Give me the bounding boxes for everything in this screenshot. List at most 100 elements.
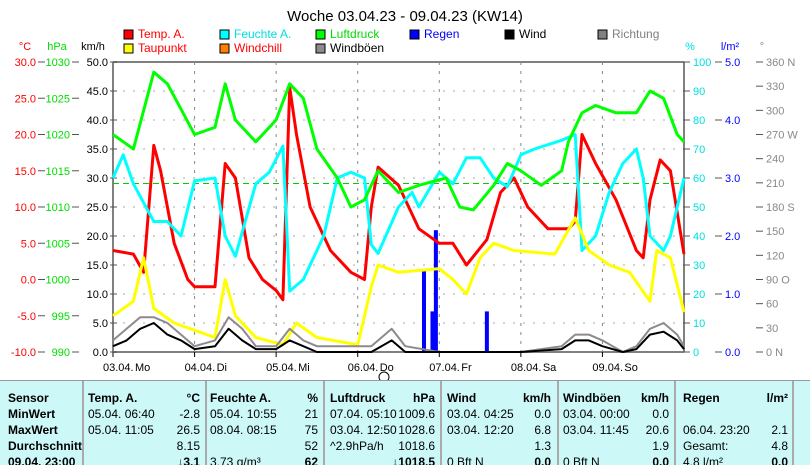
day-date-label: 09.04. xyxy=(592,362,623,374)
table-cell: 06.04. 23:20 xyxy=(683,423,750,437)
axis-tick-direction: 210 xyxy=(766,178,784,190)
table-cell: 1028.6 xyxy=(398,423,435,437)
legend-label: Regen xyxy=(424,27,459,41)
axis-tick-temp: 30.0 xyxy=(15,57,36,69)
axis-tick-rain: 2.0 xyxy=(725,231,740,243)
statistics-table: Sensor Temp. A. °C Feuchte A.% Luftdruck hPa W… xyxy=(0,380,810,465)
table-cell: MinWert xyxy=(8,407,56,421)
table-cell: Gesamt: xyxy=(683,439,729,453)
legend-swatch xyxy=(409,29,420,40)
column-separator xyxy=(557,381,559,465)
table-cell: 20.6 xyxy=(645,423,669,437)
day-name-label: Do xyxy=(380,362,394,374)
axis-tick-pressure: 990 xyxy=(52,347,70,359)
table-cell: ↓1018.5 xyxy=(392,455,435,465)
legend-label: Temp. A. xyxy=(138,27,185,41)
table-cell: 03.04. 00:00 xyxy=(563,407,630,421)
table-cell: 2.1 xyxy=(771,423,788,437)
day-date-label: 04.04. xyxy=(185,362,216,374)
axis-tick-direction: 240 xyxy=(766,154,784,166)
legend-swatch xyxy=(219,43,230,54)
axis-tick-temp: 25.0 xyxy=(15,93,36,105)
axis-tick-rain: 3.0 xyxy=(725,173,740,185)
series-line-luftdruck xyxy=(112,70,686,212)
axis-tick-humidity: 40 xyxy=(693,231,705,243)
column-separator xyxy=(82,381,84,465)
day-name-label: Di xyxy=(217,362,227,374)
axis-tick-direction: 90 O xyxy=(766,275,790,287)
day-name-label: Fr xyxy=(461,362,472,374)
legend-swatch xyxy=(123,29,134,40)
legend-label: Wind xyxy=(519,27,546,41)
table-cell: °C xyxy=(186,391,200,405)
legend-swatch xyxy=(597,29,608,40)
axis-tick-wind: 30.0 xyxy=(87,173,108,185)
axis-tick-direction: 180 S xyxy=(766,202,795,214)
table-cell: km/h xyxy=(640,391,669,405)
axis-unit-direction: ° xyxy=(760,41,764,53)
axis-tick-temp: -5.0 xyxy=(17,311,36,323)
table-cell: 8.15 xyxy=(176,439,200,453)
table-cell: hPa xyxy=(412,391,435,405)
table-cell: 0 Bft N xyxy=(563,455,600,465)
table-cell: 05.04. 11:05 xyxy=(88,423,154,437)
axis-tick-temp: -10.0 xyxy=(11,347,36,359)
axis-tick-temp: 0.0 xyxy=(21,275,36,287)
axis-tick-rain: 1.0 xyxy=(725,289,740,301)
table-cell: 21 xyxy=(304,407,318,421)
table-cell: 0.0 xyxy=(771,455,788,465)
table-cell: km/h xyxy=(522,391,551,405)
axis-tick-wind: 20.0 xyxy=(87,231,108,243)
table-cell: Temp. A. xyxy=(88,391,138,405)
column-separator xyxy=(674,381,676,465)
rain-bar xyxy=(433,230,438,352)
axis-tick-humidity: 30 xyxy=(693,260,705,272)
axis-tick-temp: 20.0 xyxy=(15,130,36,142)
axis-tick-pressure: 1015 xyxy=(46,166,70,178)
axis-tick-humidity: 60 xyxy=(693,173,705,185)
column-separator xyxy=(792,381,794,465)
axis-tick-direction: 150 xyxy=(766,226,784,238)
table-cell: 62 xyxy=(304,455,318,465)
axis-tick-wind: 45.0 xyxy=(87,86,108,98)
table-cell: Windböen xyxy=(563,391,621,405)
axis-tick-pressure: 1005 xyxy=(46,238,70,250)
legend-label: Richtung xyxy=(612,27,659,41)
table-cell: 1.9 xyxy=(652,439,669,453)
axis-tick-wind: 25.0 xyxy=(87,202,108,214)
table-cell: 08.04. 08:15 xyxy=(210,423,277,437)
table-cell: 1009.6 xyxy=(398,407,435,421)
chart-title: Woche 03.04.23 - 09.04.23 (KW14) xyxy=(287,8,523,25)
table-cell: 03.04. 04:25 xyxy=(447,407,514,421)
legend-swatch xyxy=(219,29,230,40)
rain-bar xyxy=(484,311,489,352)
table-cell: 0.0 xyxy=(652,455,669,465)
axis-tick-temp: 15.0 xyxy=(15,166,36,178)
axis-tick-direction: 30 xyxy=(766,323,778,335)
rain-bar xyxy=(430,311,435,352)
day-name-label: So xyxy=(624,362,637,374)
table-cell: 03.04. 11:45 xyxy=(563,423,629,437)
table-cell: 1018.6 xyxy=(398,439,435,453)
table-cell: 03.04. 12:50 xyxy=(330,423,397,437)
axis-tick-wind: 15.0 xyxy=(87,260,108,272)
axis-tick-humidity: 90 xyxy=(693,86,705,98)
axis-tick-wind: 35.0 xyxy=(87,144,108,156)
weather-chart: Woche 03.04.23 - 09.04.23 (KW14) Temp. A.… xyxy=(11,8,798,380)
day-name-label: Mo xyxy=(135,362,150,374)
day-date-label: 05.04. xyxy=(266,362,297,374)
legend-swatch xyxy=(315,29,326,40)
axis-tick-pressure: 1000 xyxy=(46,275,70,287)
series-line-temp-a- xyxy=(112,85,686,302)
day-name-label: Mi xyxy=(298,362,310,374)
axis-tick-humidity: 100 xyxy=(693,57,711,69)
legend-swatch xyxy=(315,43,326,54)
axis-tick-rain: 0.0 xyxy=(725,347,740,359)
table-cell: 05.04. 10:55 xyxy=(210,407,277,421)
legend-label: Luftdruck xyxy=(330,27,380,41)
table-cell: 0 Bft N xyxy=(447,455,484,465)
table-cell: l/m² xyxy=(766,391,788,405)
axis-tick-direction: 60 xyxy=(766,299,778,311)
table-cell: ↓3.1 xyxy=(177,455,200,465)
